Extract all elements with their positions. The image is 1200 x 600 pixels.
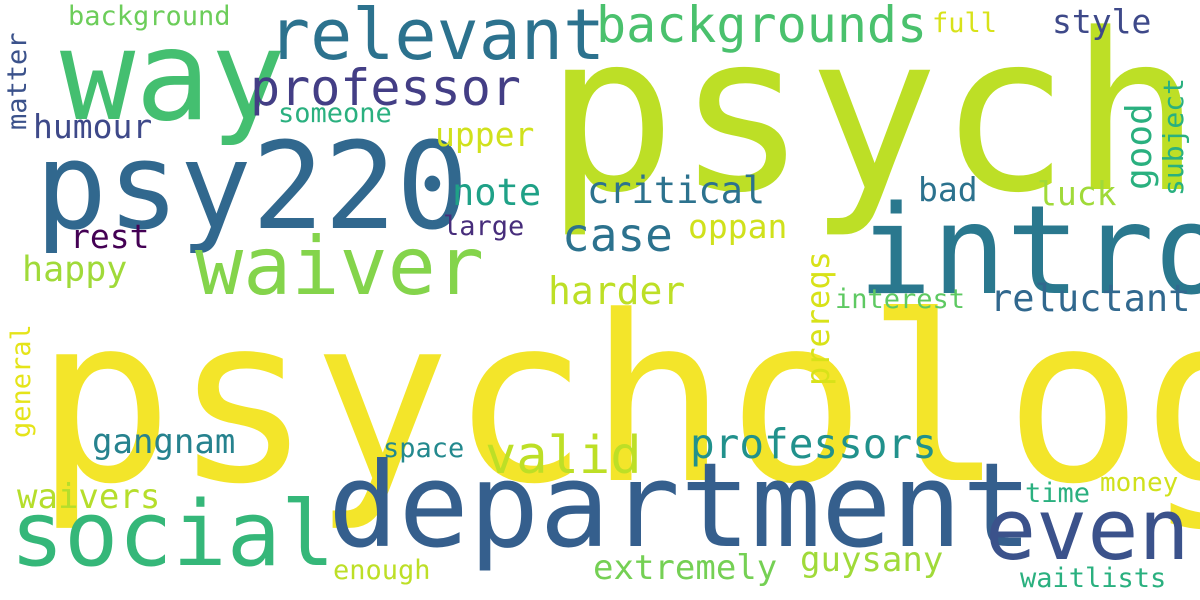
word-professor: professor [250, 59, 521, 117]
word-department: department [328, 437, 1033, 574]
word-interest: interest [835, 284, 966, 315]
word-professors: professors [690, 420, 937, 468]
word-rest: rest [70, 217, 150, 256]
word-waiver: waiver [195, 220, 484, 313]
word-humour: humour [33, 107, 153, 146]
word-reluctant: reluctant [990, 277, 1191, 320]
word-relevant: relevant [268, 0, 606, 76]
word-luck: luck [1037, 174, 1117, 213]
word-psychology: psychology [35, 268, 1200, 535]
word-large: large [443, 211, 525, 242]
word-matter: matter [2, 32, 33, 130]
word-valid: valid [485, 426, 642, 486]
word-space: space [383, 433, 465, 464]
word-prereqs: prereqs [799, 251, 837, 386]
word-oppan: oppan [688, 207, 788, 246]
word-harder: harder [548, 269, 686, 313]
word-waitlists: waitlists [1020, 563, 1167, 594]
word-gangnam: gangnam [92, 422, 236, 462]
word-money: money [1100, 468, 1179, 498]
word-upper: upper [435, 115, 535, 154]
word-intro: intro [858, 180, 1200, 323]
word-happy: happy [22, 250, 128, 290]
word-extremely: extremely [593, 548, 778, 588]
word-enough: enough [333, 555, 431, 586]
word-guysany: guysany [800, 540, 944, 580]
word-case: case [562, 208, 673, 262]
word-full: full [932, 8, 998, 39]
word-someone: someone [278, 98, 392, 129]
word-note: note [452, 171, 542, 214]
word-waivers: waivers [17, 477, 161, 517]
word-good: good [1119, 103, 1160, 190]
word-bad: bad [918, 170, 978, 209]
word-critical: critical [587, 169, 766, 212]
word-social: social [10, 482, 336, 587]
word-background: background [68, 1, 231, 32]
word-psych: psych [545, 0, 1200, 241]
word-psy220: psy220 [35, 118, 469, 257]
word-style: style [1052, 2, 1152, 41]
word-subject: subject [1157, 77, 1190, 196]
word-way: way [60, 4, 286, 149]
word-even: even [985, 481, 1190, 580]
word-general: general [6, 324, 37, 438]
word-backgrounds: backgrounds [596, 0, 928, 54]
word-time: time [1025, 478, 1091, 509]
